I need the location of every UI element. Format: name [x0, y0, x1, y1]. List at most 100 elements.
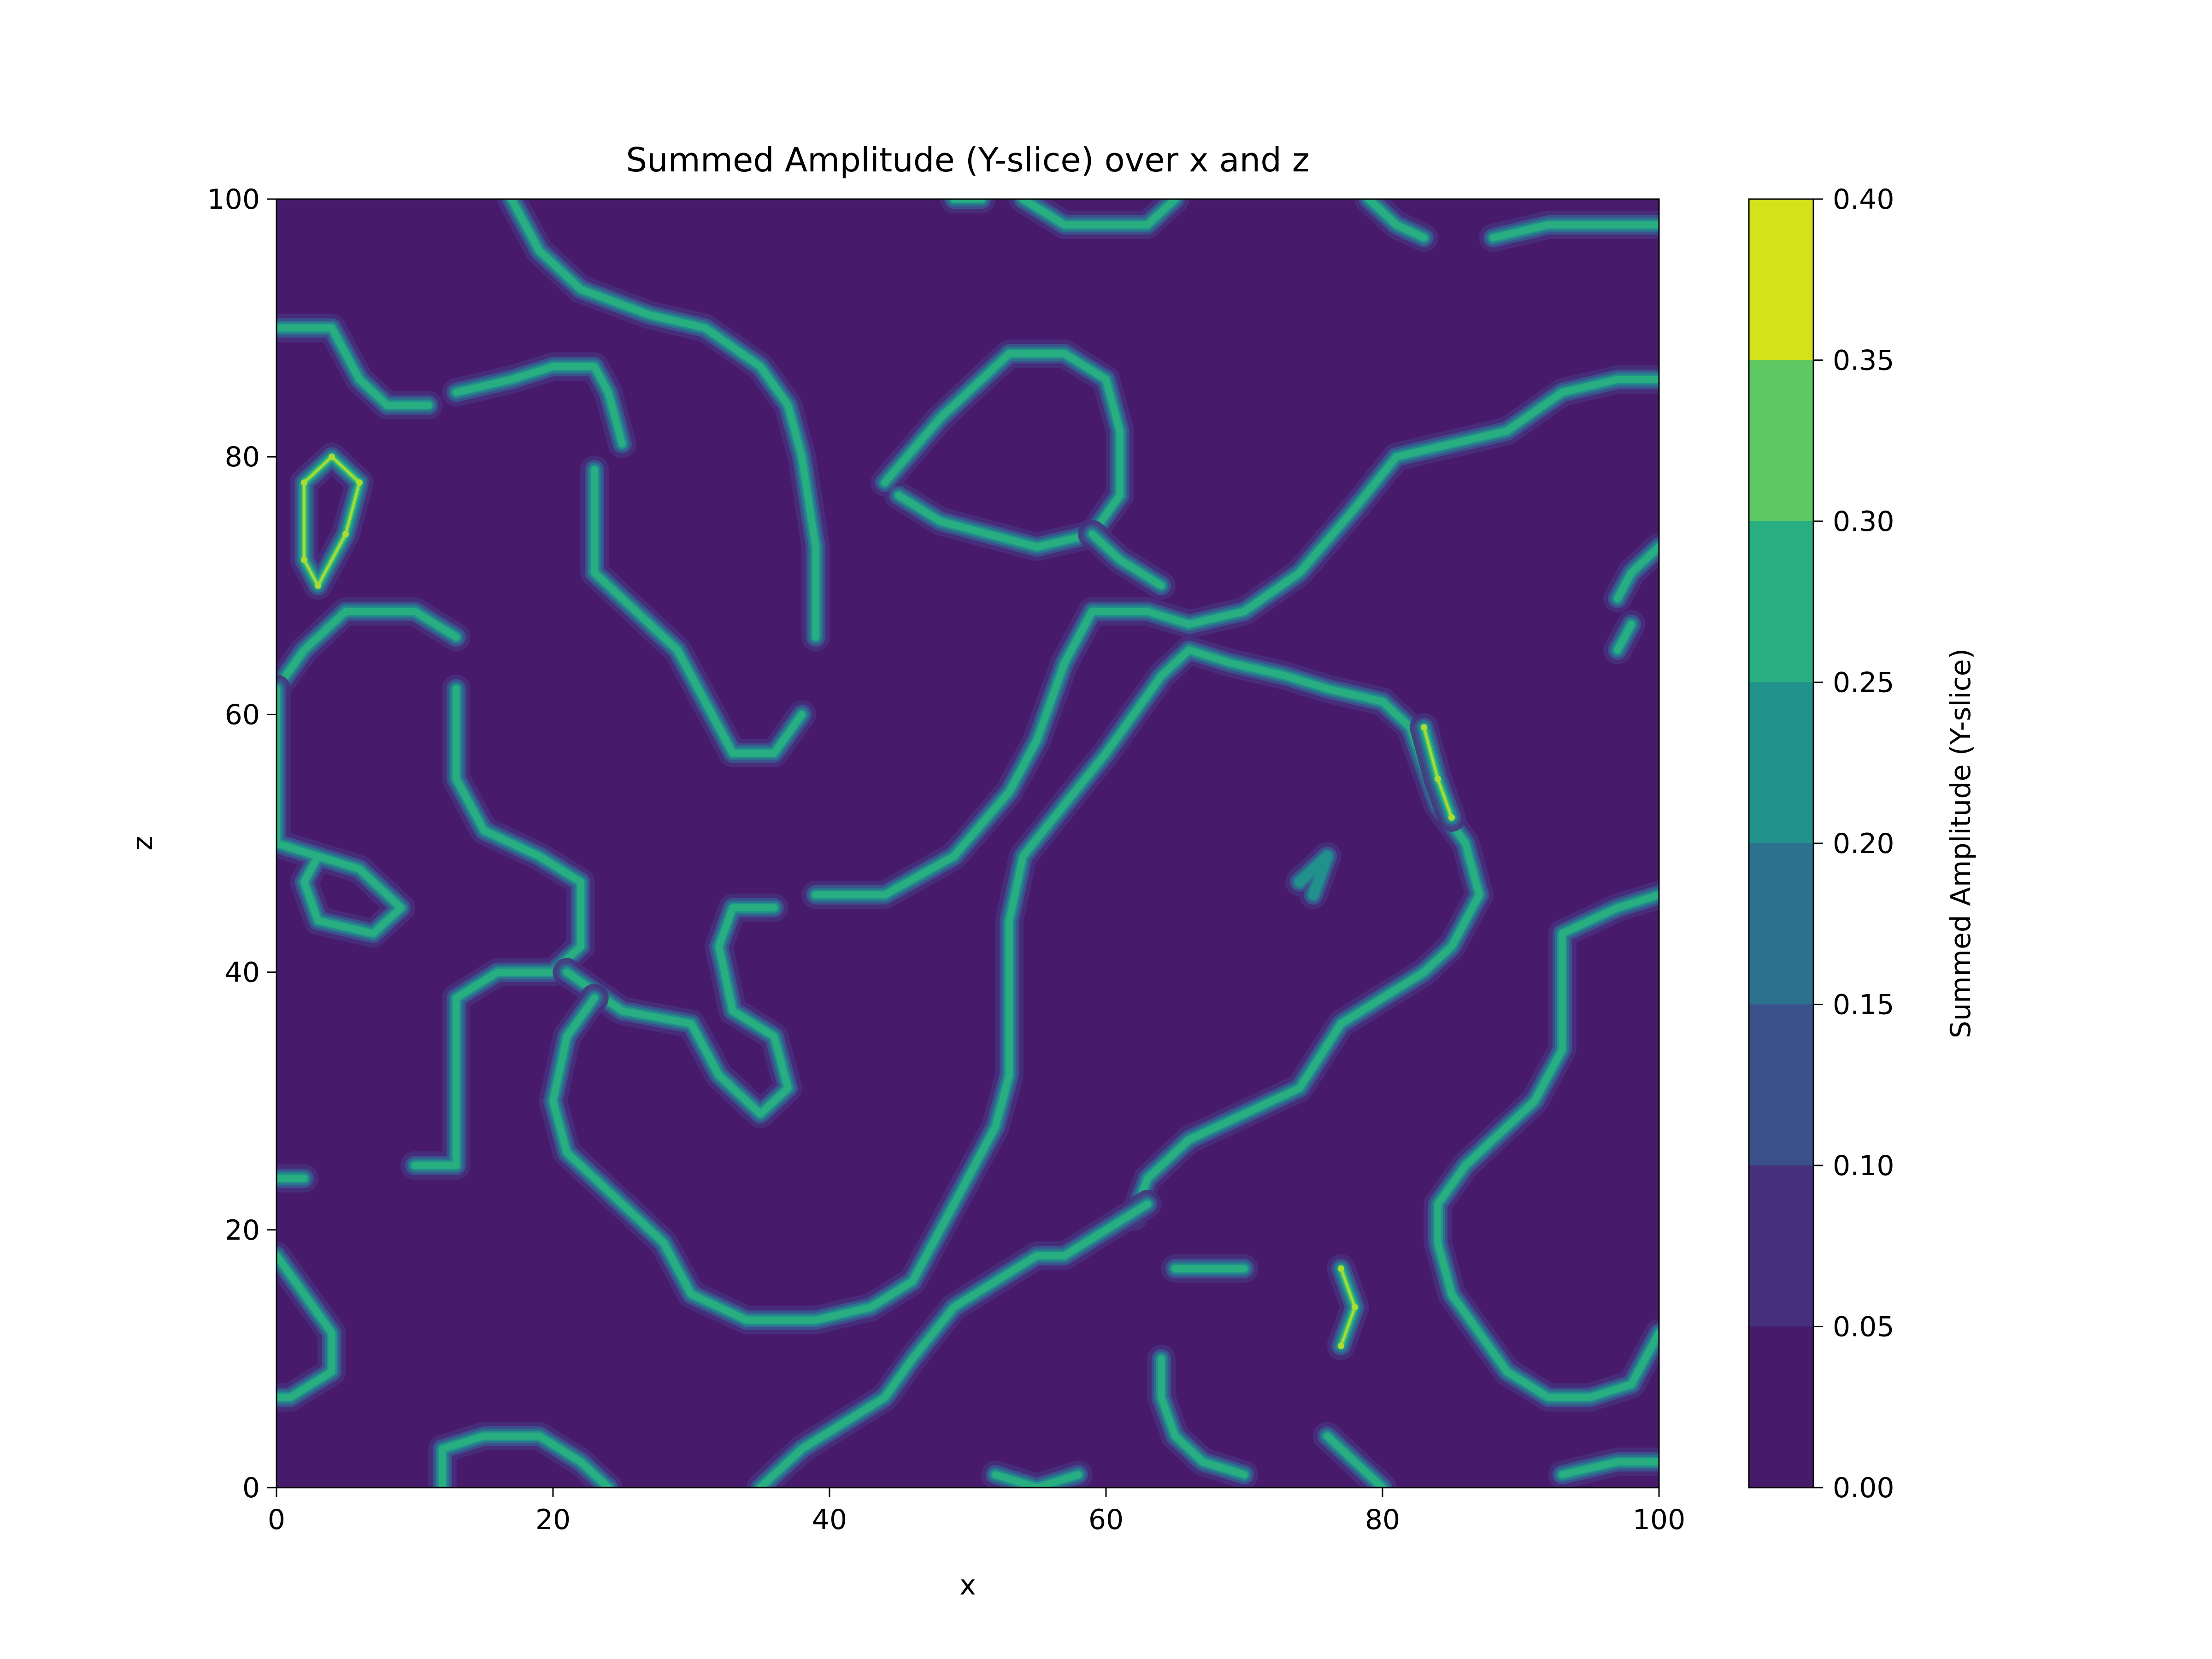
contour-peak — [356, 479, 363, 486]
contour-filament-22 — [1327, 1254, 1369, 1360]
contour-peak — [937, 1226, 943, 1233]
contour-peak — [1448, 943, 1455, 950]
x-tick-label: 40 — [812, 1504, 847, 1536]
colorbar-segment — [1749, 843, 1813, 1005]
contour-filaments — [276, 199, 1659, 1488]
contour-peak — [1227, 659, 1234, 666]
x-axis: 0 20 40 60 80 100 — [268, 1488, 1685, 1536]
contour-peak — [1006, 1072, 1012, 1079]
contour-peak — [1034, 737, 1040, 744]
contour-peak — [1034, 1252, 1040, 1259]
contour-peak — [1656, 1459, 1659, 1465]
colorbar-segment — [1749, 1326, 1813, 1488]
colorbar-segment — [1749, 1165, 1813, 1327]
contour-peak — [412, 1162, 418, 1169]
contour-band-level-5 — [276, 324, 432, 409]
contour-peak — [619, 1200, 625, 1207]
contour-peak — [1435, 776, 1441, 782]
contour-peak — [633, 608, 639, 615]
contour-filament-25 — [1424, 881, 1659, 1412]
contour-peak — [1559, 389, 1565, 396]
contour-peak — [591, 505, 598, 512]
contour-peak — [619, 441, 625, 447]
contour-peak — [1006, 350, 1012, 357]
contour-band-level-5 — [276, 685, 405, 937]
contour-peak — [1200, 1265, 1206, 1272]
contour-filament-16 — [276, 1164, 318, 1193]
contour-peak — [992, 1124, 999, 1130]
contour-peak — [882, 479, 888, 486]
contour-peak — [895, 492, 902, 499]
contour-peak — [1614, 1459, 1621, 1465]
contour-peak — [439, 1484, 446, 1488]
y-tick-label: 20 — [225, 1214, 260, 1247]
contour-peak — [1379, 698, 1386, 705]
contour-filament-9 — [1078, 520, 1176, 600]
contour-peak — [992, 1278, 999, 1285]
contour-peak — [577, 286, 584, 293]
contour-peak — [329, 324, 335, 331]
contour-peak — [301, 647, 307, 653]
contour-filament-3 — [442, 352, 636, 458]
contour-peak — [1172, 1265, 1178, 1272]
plot-frame — [276, 198, 1660, 1488]
contour-peak — [315, 582, 321, 589]
contour-peak — [1158, 672, 1165, 679]
contour-peak — [1006, 917, 1012, 924]
contour-filament-13 — [539, 635, 1494, 1335]
colorbar-tick-label: 0.10 — [1833, 1150, 1894, 1182]
contour-peak — [1172, 1433, 1178, 1440]
contour-peak — [1614, 647, 1621, 653]
contour-peak — [1559, 930, 1565, 937]
contour-peak — [1158, 1394, 1165, 1401]
contour-peak — [1310, 891, 1317, 898]
contour-peak — [1089, 530, 1095, 537]
contour-peak — [1103, 750, 1109, 757]
contour-peak — [688, 1291, 694, 1298]
contour-peak — [909, 1278, 916, 1285]
contour-peak — [785, 1085, 791, 1092]
contour-peak — [356, 865, 363, 872]
contour-peak — [812, 1317, 819, 1324]
contour-peak — [771, 1033, 777, 1040]
contour-peak — [564, 1033, 570, 1040]
contour-band-level-5 — [812, 376, 1659, 899]
colorbar-segment — [1749, 1004, 1813, 1165]
contour-peak — [1490, 234, 1496, 241]
contour-peak — [1656, 891, 1659, 898]
contour-peak — [951, 199, 957, 202]
contour-peak — [439, 1446, 446, 1453]
contour-peak — [1061, 659, 1068, 666]
contour-peak — [1061, 1252, 1068, 1259]
contour-peak — [1006, 994, 1012, 1001]
contour-peak — [785, 402, 791, 409]
contour-peak — [688, 1020, 694, 1027]
contour-filament-30 — [1479, 211, 1659, 252]
contour-filament-12 — [553, 894, 802, 1128]
contour-filament-32 — [940, 199, 996, 213]
y-tick-label: 60 — [225, 699, 260, 731]
contour-peak — [453, 776, 459, 782]
contour-peak — [1117, 492, 1123, 499]
contour-peak — [1656, 1330, 1659, 1336]
contour-peak — [757, 363, 764, 370]
contour-peak — [1504, 1124, 1510, 1130]
contour-peak — [1614, 904, 1621, 911]
colorbar-tick-label: 0.30 — [1833, 506, 1894, 538]
contour-peak — [771, 750, 777, 757]
contour-peak — [619, 1007, 625, 1014]
contour-filament-6 — [580, 455, 816, 768]
contour-peak — [276, 1252, 280, 1259]
contour-peak — [812, 891, 819, 898]
contour-peak — [315, 917, 321, 924]
contour-filament-28 — [1603, 610, 1646, 665]
contour-peak — [550, 1098, 556, 1105]
x-tick-label: 60 — [1088, 1504, 1124, 1536]
contour-peak — [771, 904, 777, 911]
contour-peak — [1559, 1471, 1565, 1478]
contour-peak — [840, 1420, 847, 1427]
x-tick-label: 80 — [1365, 1504, 1400, 1536]
contour-peak — [1117, 428, 1123, 435]
y-tick-label: 0 — [242, 1472, 260, 1504]
